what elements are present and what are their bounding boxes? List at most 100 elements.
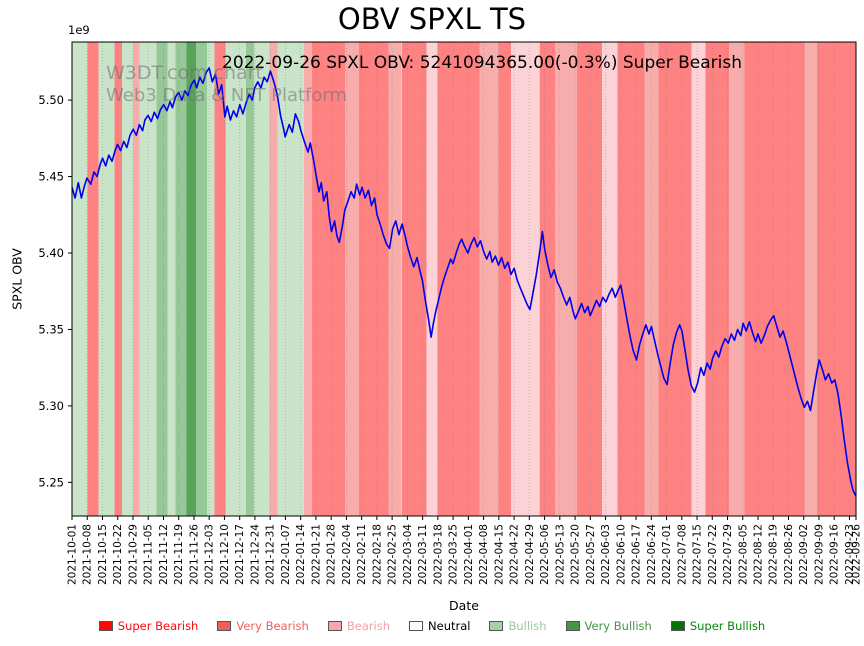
sentiment-band-very_bearish (479, 42, 499, 516)
x-tick-label: 2022-01-14 (295, 524, 307, 585)
y-tick-label: 5.25 (38, 475, 64, 489)
x-tick-label: 2022-09-09 (813, 524, 825, 585)
sentiment-band-bullish (139, 42, 157, 516)
legend-swatch (98, 621, 113, 631)
watermark: W3DT.com chart Web3 Data & NFT Platform (106, 62, 347, 106)
legend-swatch (670, 621, 685, 631)
x-tick-label: 2021-10-08 (82, 524, 94, 585)
x-tick-label: 2022-08-05 (737, 524, 749, 585)
legend-swatch (327, 621, 342, 631)
x-tick-label: 2022-04-29 (524, 524, 536, 585)
sentiment-band-very_bearish (644, 42, 659, 516)
sentiment-band-bullish (122, 42, 134, 516)
sentiment-band-super_bearish (658, 42, 692, 516)
x-tick-label: 2021-12-31 (265, 524, 277, 585)
y-tick-label: 5.50 (38, 93, 64, 107)
x-tick-label: 2022-07-15 (692, 524, 704, 585)
sentiment-band-bearish (691, 42, 706, 516)
x-tick-label: 2021-11-19 (173, 524, 185, 585)
x-tick-label: 2021-11-12 (158, 524, 170, 585)
x-tick-label: 2022-02-18 (371, 524, 383, 585)
legend-item: Bullish (489, 619, 547, 633)
x-tick-label: 2022-04-22 (509, 524, 521, 585)
x-tick-label: 2021-11-26 (188, 524, 200, 585)
sentiment-band-bullish (277, 42, 305, 516)
legend-item: Bearish (327, 619, 391, 633)
x-tick-label: 2022-09-16 (829, 524, 841, 585)
sentiment-band-very_bullish (175, 42, 187, 516)
sentiment-band-very_bearish (554, 42, 577, 516)
x-tick-label: 2021-11-05 (143, 524, 155, 585)
legend-label: Bullish (508, 619, 547, 633)
x-tick-label: 2022-02-11 (356, 524, 368, 585)
sentiment-band-super_bearish (358, 42, 389, 516)
sentiment-band-super_bullish (186, 42, 196, 516)
legend-item: Very Bearish (217, 619, 309, 633)
sentiment-band-very_bearish (133, 42, 140, 516)
x-tick-label: 2021-12-17 (234, 524, 246, 585)
y-tick-label: 5.40 (38, 246, 64, 260)
x-tick-label: 2022-07-29 (722, 524, 734, 585)
x-tick-label: 2022-09-02 (798, 524, 810, 585)
x-tick-label: 2022-09-23 (844, 524, 856, 585)
sentiment-band-very_bearish (729, 42, 745, 516)
sentiment-band-very_bearish (388, 42, 402, 516)
sentiment-band-very_bearish (269, 42, 278, 516)
y-axis-offset-label: 1e9 (68, 23, 90, 37)
x-tick-label: 2022-05-20 (570, 524, 582, 585)
x-tick-label: 2022-07-01 (661, 524, 673, 585)
legend-label: Neutral (428, 619, 471, 633)
sentiment-band-bullish (167, 42, 176, 516)
sentiment-band-bearish (426, 42, 438, 516)
x-tick-label: 2022-05-06 (539, 524, 551, 585)
sentiment-band-very_bullish (195, 42, 207, 516)
sentiment-band-super_bearish (705, 42, 729, 516)
x-tick-label: 2022-06-17 (631, 524, 643, 585)
x-tick-label: 2022-05-27 (585, 524, 597, 585)
sentiment-legend: Super Bearish Very Bearish Bearish Neutral B… (0, 619, 864, 633)
x-tick-label: 2022-04-15 (493, 524, 505, 585)
y-axis-title: SPXL OBV (9, 248, 25, 310)
legend-item: Neutral (409, 619, 470, 633)
x-tick-label: 2022-09-26 (851, 524, 863, 585)
x-tick-label: 2021-10-29 (127, 524, 139, 585)
sentiment-band-bullish (225, 42, 247, 516)
sentiment-band-super_bearish (539, 42, 555, 516)
x-tick-label: 2022-07-22 (707, 524, 719, 585)
legend-label: Very Bearish (236, 619, 309, 633)
legend-item: Very Bullish (565, 619, 652, 633)
sentiment-band-bullish (72, 42, 88, 516)
x-tick-label: 2021-10-01 (67, 524, 79, 585)
x-tick-label: 2022-07-08 (676, 524, 688, 585)
legend-label: Very Bullish (584, 619, 652, 633)
x-tick-label: 2022-03-25 (448, 524, 460, 585)
x-tick-label: 2022-02-04 (341, 524, 353, 585)
x-tick-label: 2022-08-12 (753, 524, 765, 585)
y-tick-label: 5.35 (38, 322, 64, 336)
x-tick-label: 2022-05-13 (554, 524, 566, 585)
sentiment-band-very_bearish (344, 42, 359, 516)
legend-item: Super Bullish (670, 619, 766, 633)
legend-swatch (409, 621, 424, 631)
x-tick-label: 2022-03-18 (432, 524, 444, 585)
sentiment-band-super_bearish (87, 42, 99, 516)
legend-label: Bearish (346, 619, 391, 633)
legend-swatch (489, 621, 504, 631)
sentiment-band-super_bearish (311, 42, 345, 516)
y-tick-label: 5.45 (38, 170, 64, 184)
sentiment-band-bullish (253, 42, 270, 516)
sentiment-band-very_bullish (156, 42, 168, 516)
x-tick-label: 2021-10-22 (112, 524, 124, 585)
legend-item: Super Bearish (98, 619, 198, 633)
sentiment-band-very_bullish (246, 42, 254, 516)
x-tick-label: 2022-03-04 (402, 524, 414, 585)
legend-label: Super Bullish (689, 619, 766, 633)
x-tick-label: 2022-01-07 (280, 524, 292, 585)
y-tick-label: 5.30 (38, 399, 64, 413)
x-tick-label: 2022-08-26 (783, 524, 795, 585)
sentiment-band-bullish (206, 42, 215, 516)
x-tick-label: 2022-01-21 (310, 524, 322, 585)
sentiment-band-very_bearish (304, 42, 312, 516)
x-tick-label: 2021-10-15 (97, 524, 109, 585)
